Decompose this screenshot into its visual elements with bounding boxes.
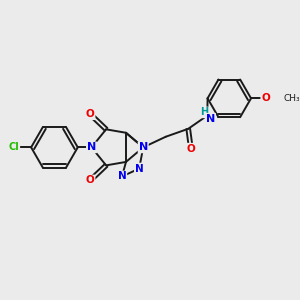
- Text: O: O: [261, 93, 270, 103]
- Text: O: O: [86, 109, 94, 119]
- Text: O: O: [187, 144, 195, 154]
- Text: H: H: [200, 107, 208, 117]
- Text: O: O: [86, 176, 94, 185]
- Text: Cl: Cl: [8, 142, 19, 152]
- Text: CH₃: CH₃: [283, 94, 300, 103]
- Text: N: N: [87, 142, 96, 152]
- Text: Cl: Cl: [8, 142, 19, 152]
- Text: N: N: [206, 114, 215, 124]
- Text: N: N: [135, 164, 144, 173]
- Text: N: N: [118, 172, 126, 182]
- Text: N: N: [139, 142, 148, 152]
